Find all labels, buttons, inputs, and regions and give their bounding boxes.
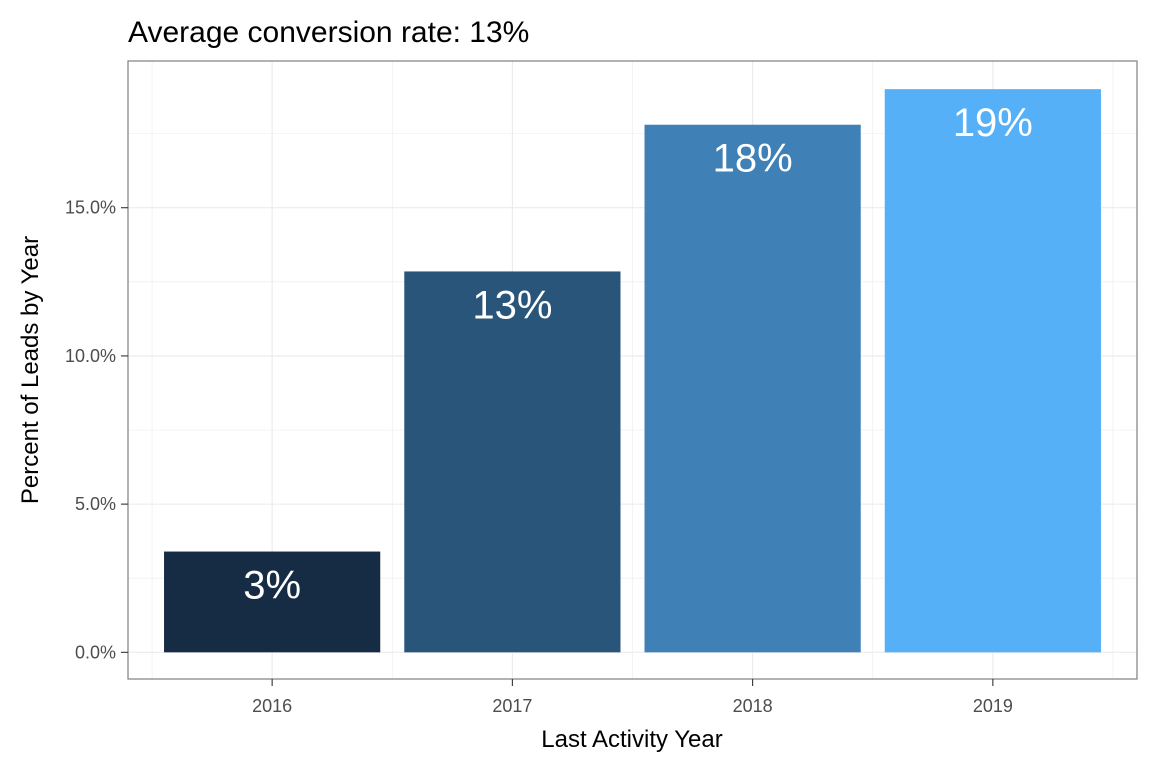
data-labels-layer: 3% 13% 18% 19% bbox=[243, 101, 1033, 607]
axis-layer: 0.0% 5.0% 10.0% 15.0% 2016 2017 2018 2019 bbox=[65, 198, 1013, 716]
data-label-2016: 3% bbox=[243, 564, 301, 608]
y-tick-label: 15.0% bbox=[65, 198, 116, 218]
x-tick-label: 2017 bbox=[492, 696, 532, 716]
y-tick-label: 5.0% bbox=[75, 494, 116, 514]
data-label-2019: 19% bbox=[953, 101, 1033, 145]
x-tick-label: 2019 bbox=[973, 696, 1013, 716]
y-tick-label: 0.0% bbox=[75, 642, 116, 662]
bar-2019 bbox=[884, 89, 1101, 653]
data-label-2018: 18% bbox=[713, 137, 793, 181]
y-tick-label: 10.0% bbox=[65, 346, 116, 366]
y-axis-title: Percent of Leads by Year bbox=[17, 236, 44, 504]
bars-layer bbox=[164, 89, 1101, 653]
x-tick-label: 2016 bbox=[252, 696, 292, 716]
x-axis-title: Last Activity Year bbox=[541, 726, 722, 753]
data-label-2017: 13% bbox=[472, 283, 552, 327]
x-tick-label: 2018 bbox=[733, 696, 773, 716]
bar-2016 bbox=[164, 551, 381, 653]
panel-border bbox=[127, 60, 1138, 680]
chart-title: Average conversion rate: 13% bbox=[128, 16, 529, 49]
bar-2018 bbox=[644, 124, 861, 653]
bar-2017 bbox=[404, 271, 621, 653]
